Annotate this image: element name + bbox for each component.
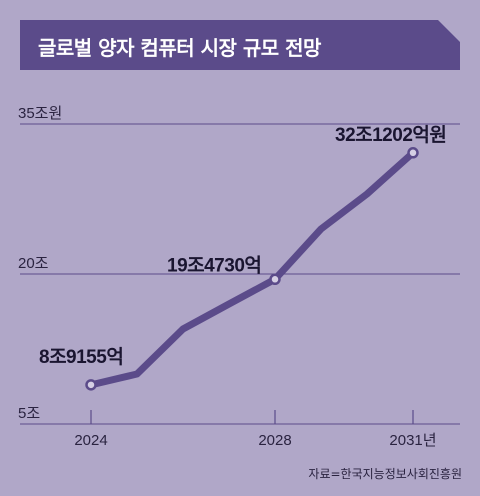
y-tick-label: 35조원 <box>18 105 62 122</box>
series-line <box>87 149 417 389</box>
data-point-marker <box>85 379 97 391</box>
x-tick-label: 2024 <box>74 432 107 449</box>
chart-title: 글로벌 양자 컴퓨터 시장 규모 전망 <box>38 36 321 60</box>
x-tick-label: 2031년 <box>389 432 436 449</box>
x-tick-label: 2028 <box>258 432 291 449</box>
data-point-marker <box>407 147 419 159</box>
data-label: 32조1202억원 <box>335 124 446 146</box>
y-tick-label: 5조 <box>18 405 40 422</box>
data-point-marker <box>269 273 281 286</box>
y-tick-label: 20조 <box>18 255 49 272</box>
data-label: 8조9155억 <box>39 346 123 368</box>
source-note: 자료=한국지능정보사회진흥원 <box>308 467 462 481</box>
data-label: 19조4730억 <box>167 254 261 276</box>
title-bar: 글로벌 양자 컴퓨터 시장 규모 전망 <box>20 20 460 70</box>
